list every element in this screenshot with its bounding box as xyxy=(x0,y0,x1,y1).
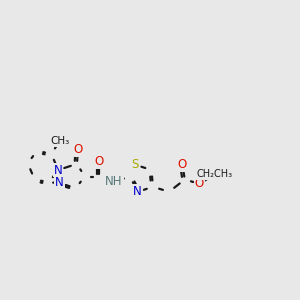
Text: S: S xyxy=(132,158,139,171)
Text: N: N xyxy=(133,185,142,198)
Text: NH: NH xyxy=(105,175,123,188)
Text: O: O xyxy=(178,158,187,171)
Text: O: O xyxy=(195,177,204,190)
Text: O: O xyxy=(73,143,83,156)
Text: O: O xyxy=(95,155,104,168)
Text: N: N xyxy=(54,164,62,176)
Text: CH₃: CH₃ xyxy=(50,136,69,146)
Text: CH₂CH₃: CH₂CH₃ xyxy=(197,169,233,179)
Text: N: N xyxy=(55,176,64,190)
